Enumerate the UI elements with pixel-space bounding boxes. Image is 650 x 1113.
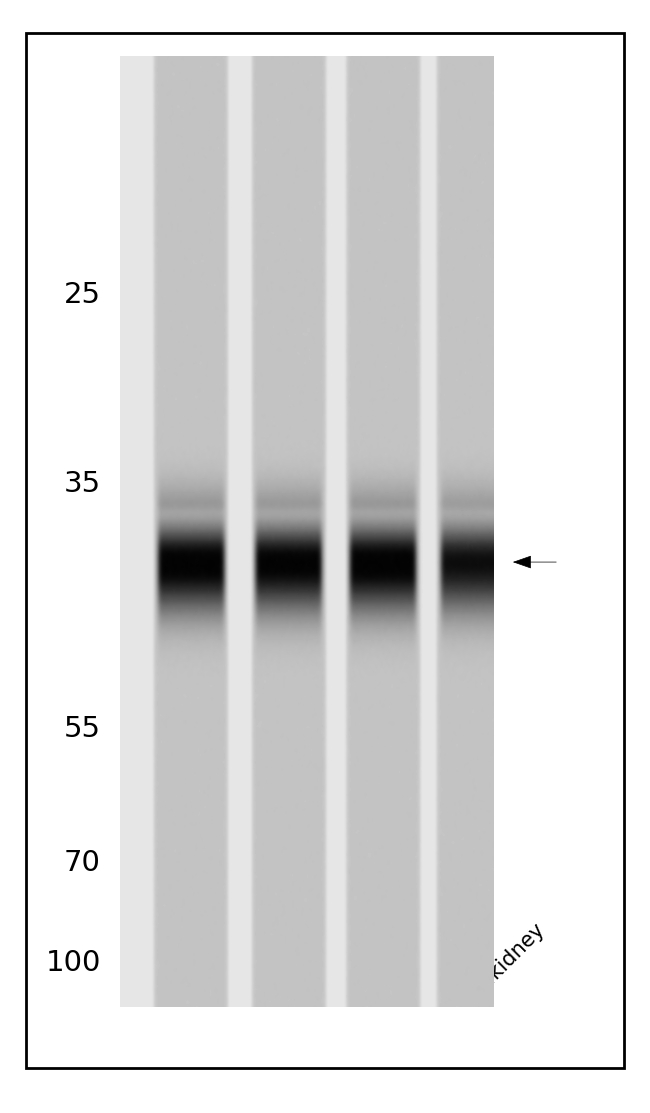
Text: 35: 35 — [64, 470, 101, 499]
Text: Hu.kidney: Hu.kidney — [369, 919, 458, 1007]
Text: Hu.brain: Hu.brain — [177, 930, 255, 1007]
Text: 25: 25 — [64, 280, 101, 309]
Text: 100: 100 — [46, 948, 101, 977]
Text: Ms.kidney: Ms.kidney — [460, 919, 549, 1007]
Text: Hu.liver: Hu.liver — [275, 936, 346, 1007]
Text: 55: 55 — [64, 715, 101, 743]
Text: 70: 70 — [64, 848, 101, 877]
